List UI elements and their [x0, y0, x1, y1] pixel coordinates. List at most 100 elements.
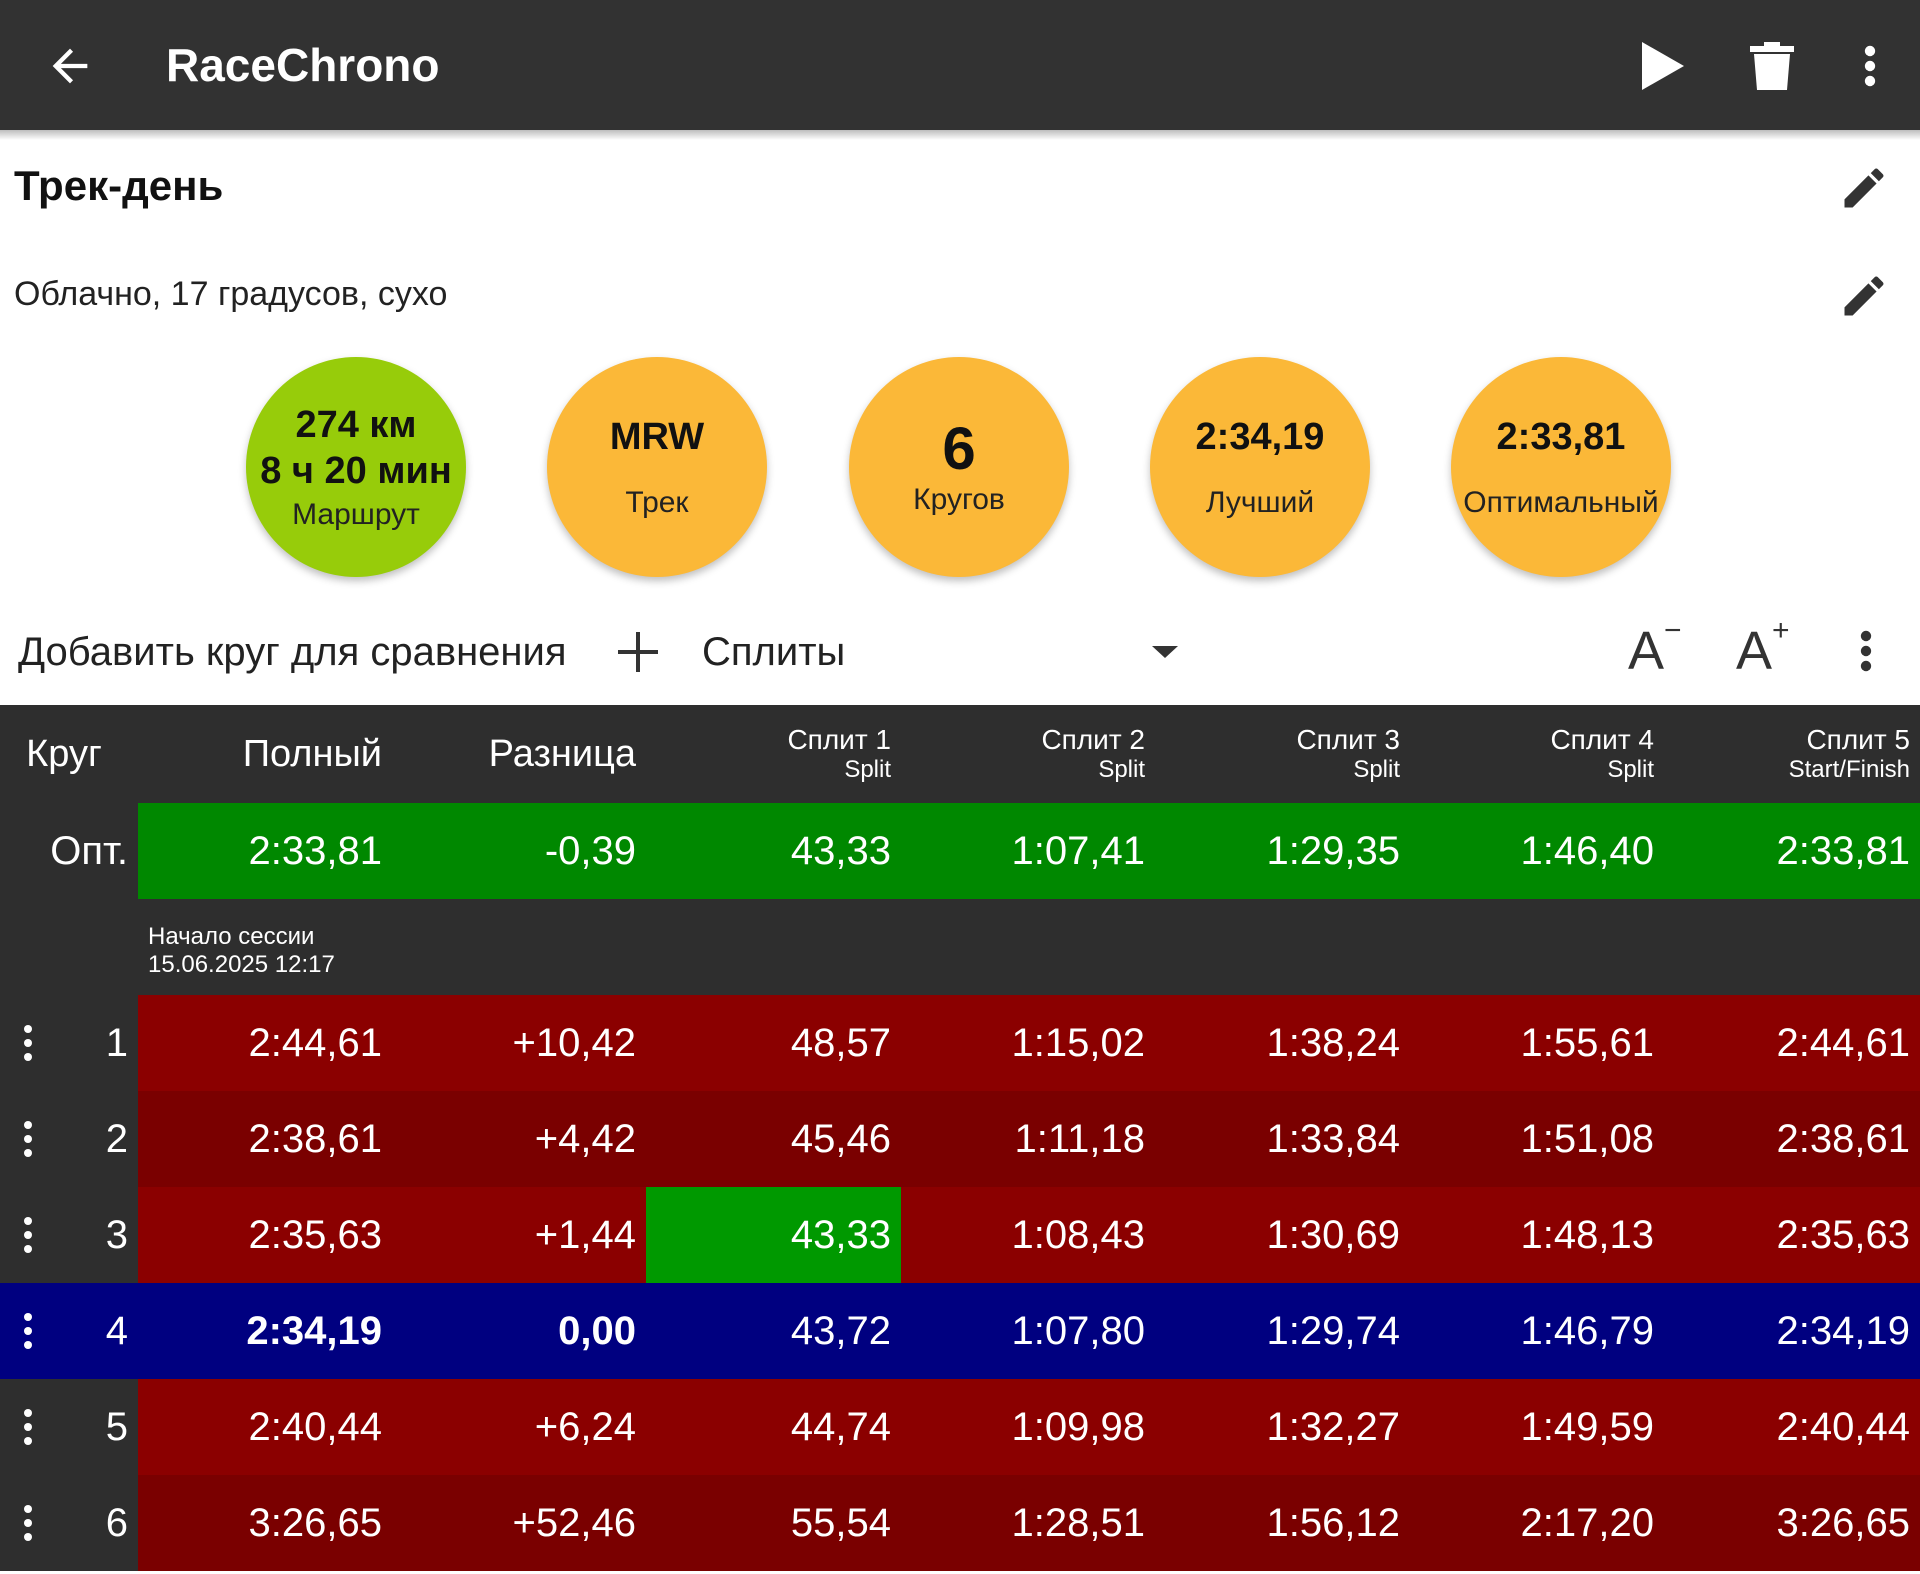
- table-header: Круг Полный Разница Сплит 1 Split Сплит 2 Spli…: [0, 705, 1920, 803]
- lap-cell: +1,44: [392, 1187, 646, 1283]
- table-row[interactable]: 5 2:40,44 +6,24 44,74 1:09,98 1:32,27 1:49,59 2…: [0, 1379, 1920, 1475]
- font-decrease-button[interactable]: A−: [1628, 614, 1682, 682]
- lap-cell: +10,42: [392, 995, 646, 1091]
- route-duration: 8 ч 20 мин: [260, 450, 452, 492]
- lap-menu-icon[interactable]: [22, 1409, 34, 1445]
- header-sublabel: Split: [1607, 756, 1654, 783]
- lap-number: 4: [105, 1308, 128, 1353]
- table-row[interactable]: 2 2:38,61 +4,42 45,46 1:11,18 1:33,84 1:51,08 2…: [0, 1091, 1920, 1187]
- table-row[interactable]: 1 2:44,61 +10,42 48,57 1:15,02 1:38,24 1:55,61…: [0, 995, 1920, 1091]
- track-name: MRW: [609, 416, 705, 458]
- lap-cell: 2:38,61: [138, 1091, 392, 1187]
- lap-cell: 2:44,61: [1664, 995, 1920, 1091]
- best-lap-label: Лучший: [1205, 486, 1315, 519]
- route-stat[interactable]: 274 км 8 ч 20 мин Маршрут: [246, 357, 466, 577]
- lap-cell: 48,57: [646, 995, 901, 1091]
- lap-cell: 1:48,13: [1410, 1187, 1664, 1283]
- lap-menu-icon[interactable]: [22, 1505, 34, 1541]
- lap-cell: 1:46,79: [1410, 1283, 1664, 1379]
- table-row[interactable]: 6 3:26,65 +52,46 55,54 1:28,51 1:56,12 2:17,20…: [0, 1475, 1920, 1571]
- lap-cell: 1:38,24: [1155, 995, 1410, 1091]
- best-lap-stat[interactable]: 2:34,19 Лучший: [1150, 357, 1370, 577]
- lap-cell: 2:40,44: [1664, 1379, 1920, 1475]
- view-select[interactable]: Сплиты: [702, 630, 846, 674]
- optimal-cell: 1:46,40: [1410, 803, 1664, 899]
- edit-title-icon[interactable]: [1838, 162, 1890, 214]
- session-start-datetime: 15.06.2025 12:17: [148, 951, 335, 978]
- optimal-lap-stat[interactable]: 2:33,81 Оптимальный: [1451, 357, 1671, 577]
- lap-cell: 0,00: [392, 1283, 646, 1379]
- header-label: Круг: [26, 732, 102, 775]
- more-vert-icon: [1864, 45, 1876, 87]
- header-label: Сплит 3: [1296, 724, 1400, 755]
- lap-number: 5: [105, 1404, 128, 1449]
- header-label: Разница: [488, 732, 636, 775]
- lap-rows: 1 2:44,61 +10,42 48,57 1:15,02 1:38,24 1:55,61…: [0, 995, 1920, 1571]
- header-sublabel: Split: [1353, 756, 1400, 783]
- header-cell: Сплит 3 Split: [1155, 705, 1410, 803]
- overflow-menu-button[interactable]: [1840, 36, 1900, 96]
- lap-cell: 2:34,19: [1664, 1283, 1920, 1379]
- add-compare-lap-button[interactable]: Добавить круг для сравнения: [18, 630, 567, 674]
- table-row[interactable]: 4 2:34,19 0,00 43,72 1:07,80 1:29,74 1:46,79 2:…: [0, 1283, 1920, 1379]
- header-sublabel: Split: [1098, 756, 1145, 783]
- header-cell: Круг: [0, 705, 138, 803]
- lap-number: 2: [105, 1116, 128, 1161]
- lap-cell: +4,42: [392, 1091, 646, 1187]
- lap-menu-icon[interactable]: [22, 1217, 34, 1253]
- splits-table: Круг Полный Разница Сплит 1 Split Сплит 2 Spli…: [0, 705, 1920, 1571]
- more-vert-icon[interactable]: [1860, 630, 1872, 672]
- arrow-back-icon[interactable]: [44, 40, 96, 92]
- trash-icon: [1750, 42, 1794, 90]
- lap-cell: 2:44,61: [138, 995, 392, 1091]
- lap-cell: 1:49,59: [1410, 1379, 1664, 1475]
- lap-cell: 1:56,12: [1155, 1475, 1410, 1571]
- header-label: Сплит 1: [787, 724, 891, 755]
- font-increase-button[interactable]: A+: [1736, 614, 1790, 682]
- lap-menu-icon[interactable]: [22, 1313, 34, 1349]
- lap-cell: 3:26,65: [138, 1475, 392, 1571]
- route-label: Маршрут: [292, 498, 420, 531]
- header-cell: Разница: [392, 705, 646, 803]
- lap-cell: 1:51,08: [1410, 1091, 1664, 1187]
- header-cell: Полный: [138, 705, 392, 803]
- track-stat[interactable]: MRW Трек: [547, 357, 767, 577]
- lap-cell: 1:32,27: [1155, 1379, 1410, 1475]
- table-row[interactable]: 3 2:35,63 +1,44 43,33 1:08,43 1:30,69 1:48,13 2…: [0, 1187, 1920, 1283]
- lap-cell: 2:17,20: [1410, 1475, 1664, 1571]
- chevron-down-icon[interactable]: [1148, 642, 1182, 662]
- lap-menu-icon[interactable]: [22, 1025, 34, 1061]
- laps-stat[interactable]: 6 Кругов: [849, 357, 1069, 577]
- delete-button[interactable]: [1742, 36, 1802, 96]
- lap-number: 1: [105, 1020, 128, 1065]
- plus-icon[interactable]: [614, 628, 662, 676]
- optimal-label: Опт.: [50, 828, 128, 873]
- optimal-cell: -0,39: [392, 803, 646, 899]
- lap-cell: +52,46: [392, 1475, 646, 1571]
- track-label: Трек: [625, 486, 689, 519]
- lap-cell: 44,74: [646, 1379, 901, 1475]
- lap-cell: 1:09,98: [901, 1379, 1155, 1475]
- lap-cell: 3:26,65: [1664, 1475, 1920, 1571]
- session-title: Трек-день: [14, 162, 224, 209]
- header-cell: Сплит 5 Start/Finish: [1664, 705, 1920, 803]
- lap-cell: 43,72: [646, 1283, 901, 1379]
- font-increase-sign: +: [1772, 614, 1790, 647]
- play-icon: [1642, 42, 1684, 90]
- lap-cell: 2:35,63: [138, 1187, 392, 1283]
- optimal-cell: 1:29,35: [1155, 803, 1410, 899]
- laps-count: 6: [942, 415, 976, 482]
- font-increase-letter: A: [1736, 621, 1773, 681]
- lap-cell: 1:55,61: [1410, 995, 1664, 1091]
- lap-cell: 2:40,44: [138, 1379, 392, 1475]
- header-label: Полный: [242, 732, 382, 775]
- lap-menu-icon[interactable]: [22, 1121, 34, 1157]
- lap-cell: 1:08,43: [901, 1187, 1155, 1283]
- optimal-cell: 2:33,81: [1664, 803, 1920, 899]
- header-label: Сплит 2: [1041, 724, 1145, 755]
- play-button[interactable]: [1632, 36, 1692, 96]
- edit-notes-icon[interactable]: [1838, 270, 1890, 322]
- lap-cell: 1:29,74: [1155, 1283, 1410, 1379]
- header-sublabel: Split: [844, 756, 891, 783]
- header-sublabel: Start/Finish: [1788, 756, 1910, 783]
